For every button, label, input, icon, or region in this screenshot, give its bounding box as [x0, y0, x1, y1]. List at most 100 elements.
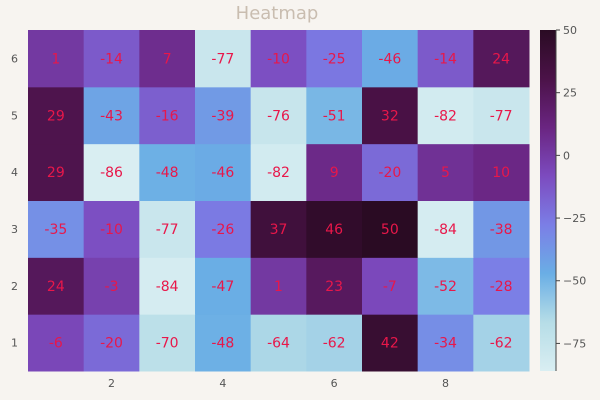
cell-value-label: -26 — [211, 222, 234, 238]
cell-value-label: -47 — [211, 279, 234, 295]
cell-value-label: -86 — [100, 165, 123, 181]
heatmap-cell — [306, 143, 363, 201]
cell-value-label: -84 — [434, 222, 457, 238]
cell-value-label: -64 — [267, 336, 290, 352]
cell-value-label: -28 — [490, 279, 513, 295]
heatmap-cell — [83, 30, 140, 88]
cell-value-label: -62 — [323, 336, 346, 352]
heatmap-cell — [139, 86, 196, 145]
cell-value-label: -7 — [383, 279, 397, 295]
x-tick-label: 6 — [331, 377, 338, 390]
cell-value-label: -35 — [44, 222, 67, 238]
x-tick-label: 8 — [442, 377, 449, 390]
heatmap-cell — [28, 200, 85, 258]
heatmap-cell — [250, 257, 307, 315]
colorbar-tick-label: −25 — [563, 212, 586, 225]
heatmap-cells — [28, 30, 530, 372]
heatmap-cell — [250, 314, 307, 372]
y-tick-label: 4 — [11, 166, 18, 179]
heatmap-cell — [362, 200, 419, 258]
heatmap-cell — [250, 86, 307, 145]
colorbar-tick-label: 50 — [563, 24, 577, 37]
cell-value-label: 9 — [330, 165, 339, 181]
heatmap-cell — [306, 257, 363, 315]
y-tick-label: 2 — [11, 280, 18, 293]
cell-value-label: -84 — [156, 279, 179, 295]
x-axis: 2 4 6 8 — [108, 377, 449, 390]
cell-value-label: 37 — [270, 222, 288, 238]
cell-value-label: -77 — [156, 222, 179, 238]
cell-value-label: -77 — [490, 108, 513, 124]
colorbar-tick-label: 0 — [563, 149, 570, 162]
cell-value-label: -16 — [156, 108, 179, 124]
cell-value-label: -48 — [211, 336, 234, 352]
cell-value-label: -43 — [100, 108, 123, 124]
cell-value-label: -46 — [211, 165, 234, 181]
heatmap-cell — [83, 314, 140, 372]
heatmap-cell-labels: -6 -20 -70 -48 -64 -62 42 -34 -62 24 -3 -84 -47 1 23 -7… — [44, 51, 512, 351]
cell-value-label: -76 — [267, 108, 290, 124]
heatmap-cell — [473, 143, 530, 201]
cell-value-label: -82 — [267, 165, 290, 181]
cell-value-label: -14 — [434, 51, 457, 67]
cell-value-label: -3 — [105, 279, 119, 295]
y-tick-label: 1 — [11, 337, 18, 350]
heatmap-cell — [473, 200, 530, 258]
cell-value-label: -51 — [323, 108, 346, 124]
cell-value-label: 42 — [381, 336, 399, 352]
cell-value-label: 50 — [381, 222, 399, 238]
cell-value-label: -14 — [100, 51, 123, 67]
cell-value-label: -46 — [378, 51, 401, 67]
cell-value-label: -20 — [378, 165, 401, 181]
cell-value-label: 1 — [274, 279, 283, 295]
heatmap-cell — [83, 86, 140, 145]
heatmap-cell — [417, 86, 474, 145]
cell-value-label: -70 — [156, 336, 179, 352]
heatmap-cell — [195, 143, 252, 201]
heatmap-cell — [28, 86, 85, 145]
heatmap-cell — [139, 257, 196, 315]
heatmap-cell — [83, 257, 140, 315]
cell-value-label: 24 — [492, 51, 510, 67]
heatmap-cell — [195, 200, 252, 258]
colorbar-gradient — [540, 30, 556, 371]
cell-value-label: 29 — [47, 165, 65, 181]
y-tick-label: 3 — [11, 223, 18, 236]
heatmap-cell — [473, 314, 530, 372]
cell-value-label: 10 — [492, 165, 510, 181]
heatmap-cell — [473, 86, 530, 145]
cell-value-label: 46 — [325, 222, 343, 238]
heatmap-cell — [28, 314, 85, 372]
heatmap-cell — [306, 30, 363, 88]
heatmap-cell — [362, 86, 419, 145]
heatmap-cell — [362, 257, 419, 315]
heatmap-cell — [473, 257, 530, 315]
heatmap-cell — [83, 200, 140, 258]
y-tick-label: 6 — [11, 52, 18, 65]
heatmap-cell — [139, 143, 196, 201]
cell-value-label: -38 — [490, 222, 513, 238]
cell-value-label: -48 — [156, 165, 179, 181]
heatmap-cell — [306, 200, 363, 258]
heatmap-cell — [306, 314, 363, 372]
cell-value-label: -39 — [211, 108, 234, 124]
cell-value-label: -6 — [49, 336, 63, 352]
heatmap-cell — [362, 143, 419, 201]
heatmap-cell — [417, 257, 474, 315]
cell-value-label: -20 — [100, 336, 123, 352]
y-tick-label: 5 — [11, 109, 18, 122]
heatmap-cell — [473, 30, 530, 88]
cell-value-label: 23 — [325, 279, 343, 295]
cell-value-label: -34 — [434, 336, 457, 352]
cell-value-label: 24 — [47, 279, 65, 295]
chart-title: Heatmap — [236, 3, 319, 24]
x-tick-label: 2 — [108, 377, 115, 390]
cell-value-label: -25 — [323, 51, 346, 67]
colorbar: −75 −50 −25 0 25 50 — [540, 24, 586, 371]
heatmap-cell — [195, 314, 252, 372]
cell-value-label: 1 — [51, 51, 60, 67]
heatmap-cell — [195, 86, 252, 145]
heatmap-cell — [250, 143, 307, 201]
heatmap-cell — [139, 30, 196, 88]
